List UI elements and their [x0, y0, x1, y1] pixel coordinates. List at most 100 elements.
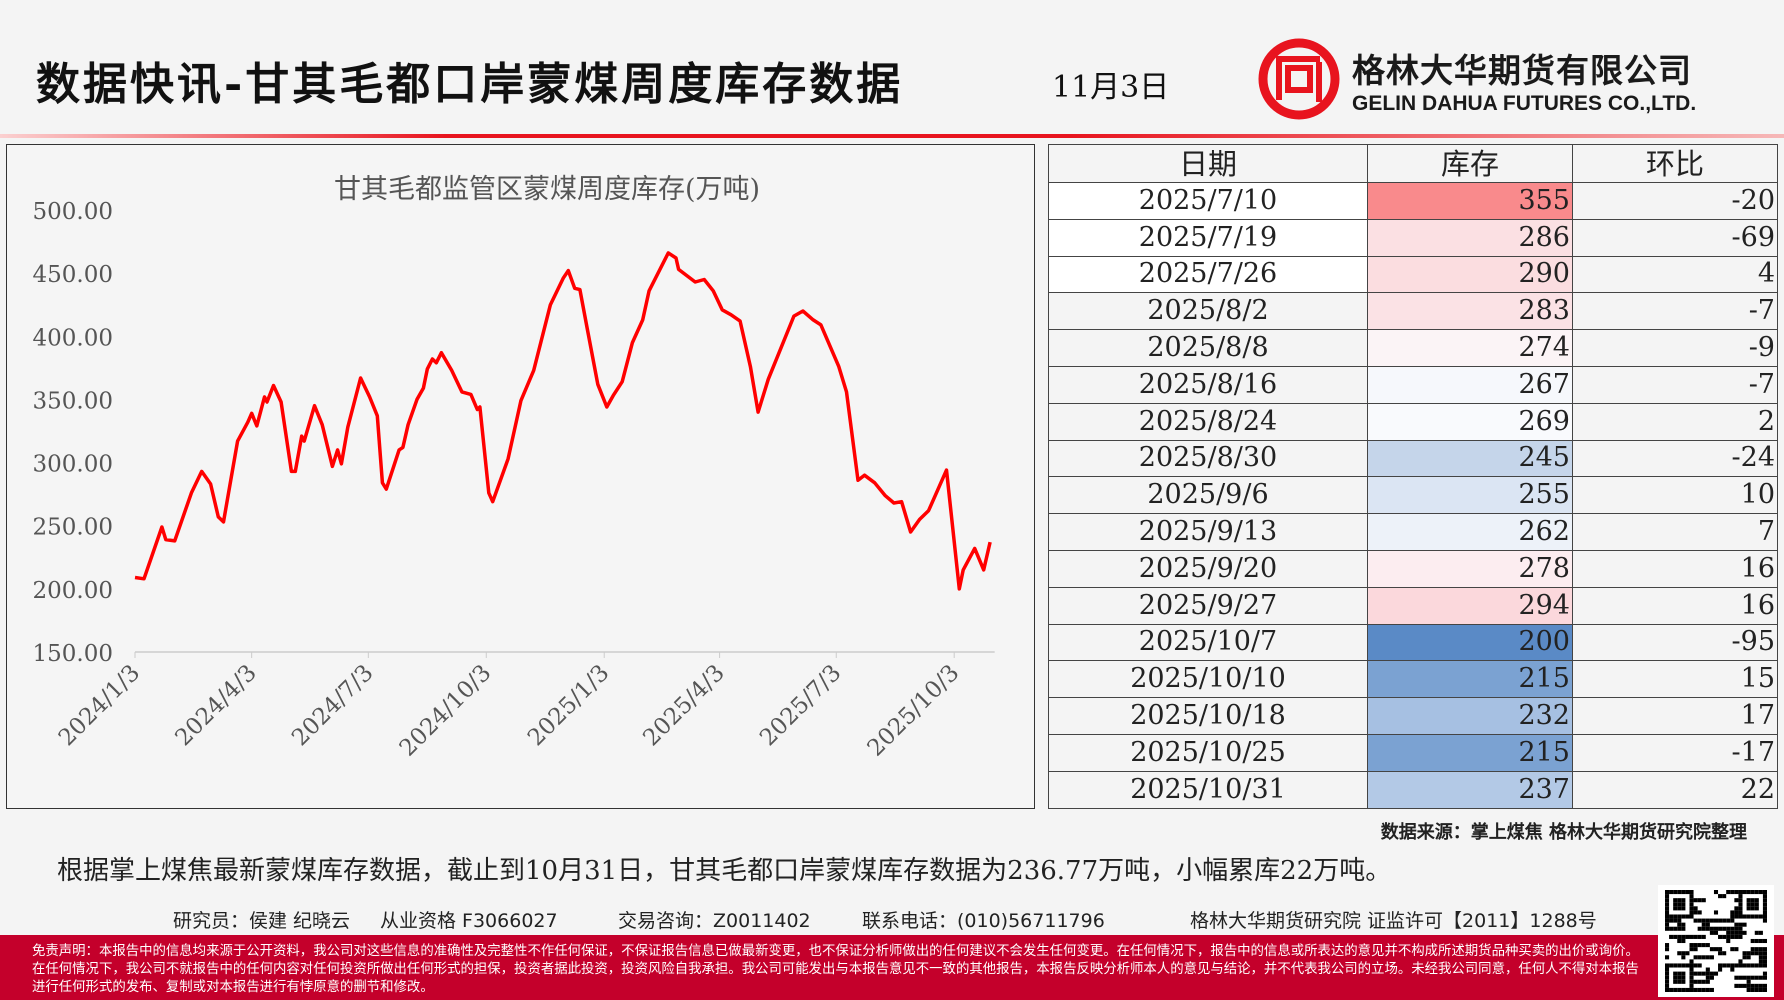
y-tick-label: 200.00: [33, 578, 113, 604]
cell-change: -95: [1572, 623, 1778, 662]
x-tick-label: 2024/7/3: [287, 660, 378, 751]
cell-change: 15: [1572, 660, 1778, 699]
y-tick-label: 400.00: [33, 325, 113, 351]
cell-stock: 237: [1367, 770, 1573, 809]
table-row: 2025/9/27 294 16: [1048, 586, 1778, 625]
cell-date: 2025/10/7: [1048, 623, 1368, 662]
license-info: 格林大华期货研究院 证监许可【2011】1288号: [1190, 910, 1597, 932]
cell-stock: 294: [1367, 586, 1573, 625]
cell-stock: 255: [1367, 476, 1573, 515]
header-divider: [0, 134, 1784, 138]
cell-change: -17: [1572, 733, 1778, 772]
x-tick-label: 2024/10/3: [395, 660, 497, 762]
page-title: 数据快讯-甘其毛都口岸蒙煤周度库存数据: [36, 59, 904, 110]
table-row: 2025/10/18 232 17: [1048, 697, 1778, 735]
table-row: 2025/10/7 200 -95: [1048, 623, 1778, 662]
disclaimer-band: [0, 935, 1784, 1000]
col-header-date: 日期: [1048, 144, 1368, 183]
cell-stock: 355: [1367, 182, 1573, 220]
cell-stock: 278: [1367, 549, 1573, 588]
company-name-en: GELIN DAHUA FUTURES CO.,LTD.: [1352, 92, 1697, 115]
company-logo-icon: [1258, 38, 1340, 120]
cell-change: -7: [1572, 365, 1778, 404]
contact-phone: 联系电话：(010)56711796: [862, 910, 1105, 932]
col-header-change: 环比: [1572, 144, 1778, 183]
table-row: 2025/10/25 215 -17: [1048, 733, 1778, 772]
cell-change: 16: [1572, 586, 1778, 625]
cell-change: 17: [1572, 697, 1778, 735]
cell-date: 2025/9/20: [1048, 549, 1368, 588]
cell-date: 2025/7/19: [1048, 218, 1368, 257]
qr-code-icon: [1658, 885, 1774, 997]
table-row: 2025/10/10 215 15: [1048, 660, 1778, 699]
cell-stock: 269: [1367, 402, 1573, 441]
cell-change: -20: [1572, 182, 1778, 220]
table-row: 2025/9/13 262 7: [1048, 513, 1778, 551]
company-name-cn: 格林大华期货有限公司: [1352, 51, 1692, 90]
y-tick-label: 450.00: [33, 262, 113, 288]
table-row: 2025/10/31 237 22: [1048, 770, 1778, 809]
table-row: 2025/8/30 245 -24: [1048, 439, 1778, 478]
x-tick-label: 2024/4/3: [170, 660, 261, 751]
cell-date: 2025/8/24: [1048, 402, 1368, 441]
cell-stock: 267: [1367, 365, 1573, 404]
x-tick-label: 2025/10/3: [863, 660, 965, 762]
researcher-names: 研究员：侯建 纪晓云: [173, 910, 351, 932]
cell-change: 22: [1572, 770, 1778, 809]
table-row: 2025/8/24 269 2: [1048, 402, 1778, 441]
cell-date: 2025/7/10: [1048, 182, 1368, 220]
cell-stock: 274: [1367, 329, 1573, 367]
cell-date: 2025/9/27: [1048, 586, 1368, 625]
cell-stock: 245: [1367, 439, 1573, 478]
y-tick-label: 300.00: [33, 452, 113, 478]
cell-stock: 215: [1367, 733, 1573, 772]
cell-stock: 286: [1367, 218, 1573, 257]
cell-date: 2025/8/30: [1048, 439, 1368, 478]
table-row: 2025/8/8 274 -9: [1048, 329, 1778, 367]
cell-date: 2025/10/31: [1048, 770, 1368, 809]
cell-date: 2025/9/13: [1048, 513, 1368, 551]
cell-date: 2025/9/6: [1048, 476, 1368, 515]
cell-stock: 215: [1367, 660, 1573, 699]
cell-stock: 262: [1367, 513, 1573, 551]
cell-change: 4: [1572, 255, 1778, 294]
table-row: 2025/7/26 290 4: [1048, 255, 1778, 294]
y-tick-label: 150.00: [33, 641, 113, 667]
cell-date: 2025/7/26: [1048, 255, 1368, 294]
cell-date: 2025/10/10: [1048, 660, 1368, 699]
cell-change: -7: [1572, 292, 1778, 331]
cell-date: 2025/8/2: [1048, 292, 1368, 331]
chart-svg: 甘其毛都监管区蒙煤周度库存(万吨) 500.00 450.00 400.00 350.…: [33, 174, 995, 762]
cell-change: -9: [1572, 329, 1778, 367]
col-header-stock: 库存: [1367, 144, 1573, 183]
table-row: 2025/9/6 255 10: [1048, 476, 1778, 515]
cell-date: 2025/8/8: [1048, 329, 1368, 367]
qualification: 从业资格 F3066027: [380, 910, 558, 932]
cell-change: 2: [1572, 402, 1778, 441]
x-tick-label: 2025/1/3: [523, 660, 614, 751]
chart-title: 甘其毛都监管区蒙煤周度库存(万吨): [334, 174, 760, 205]
summary-text: 根据掌上煤焦最新蒙煤库存数据，截止到10月31日，甘其毛都口岸蒙煤库存数据为23…: [57, 856, 1392, 886]
cell-change: 16: [1572, 549, 1778, 588]
cell-change: 7: [1572, 513, 1778, 551]
x-tick-label: 2025/7/3: [755, 660, 846, 751]
cell-date: 2025/8/16: [1048, 365, 1368, 404]
cell-stock: 283: [1367, 292, 1573, 331]
cell-stock: 232: [1367, 697, 1573, 735]
data-source: 数据来源：掌上煤焦 格林大华期货研究院整理: [1380, 822, 1747, 843]
y-tick-label: 350.00: [33, 388, 113, 414]
table-row: 2025/7/19 286 -69: [1048, 218, 1778, 257]
inventory-chart: 甘其毛都监管区蒙煤周度库存(万吨) 500.00 450.00 400.00 350.…: [6, 144, 1035, 809]
x-tick-label: 2024/1/3: [54, 660, 145, 751]
cell-change: -69: [1572, 218, 1778, 257]
cell-stock: 290: [1367, 255, 1573, 294]
cell-date: 2025/10/18: [1048, 697, 1368, 735]
x-tick-label: 2025/4/3: [638, 660, 729, 751]
table-row: 2025/9/20 278 16: [1048, 549, 1778, 588]
table-row: 2025/8/16 267 -7: [1048, 365, 1778, 404]
report-date: 11月3日: [1052, 70, 1170, 105]
cell-change: -24: [1572, 439, 1778, 478]
inventory-table: 日期 库存 环比 2025/7/10 355 -20 2025/7/19 286 -69 2…: [1048, 144, 1778, 809]
cell-change: 10: [1572, 476, 1778, 515]
cell-date: 2025/10/25: [1048, 733, 1368, 772]
